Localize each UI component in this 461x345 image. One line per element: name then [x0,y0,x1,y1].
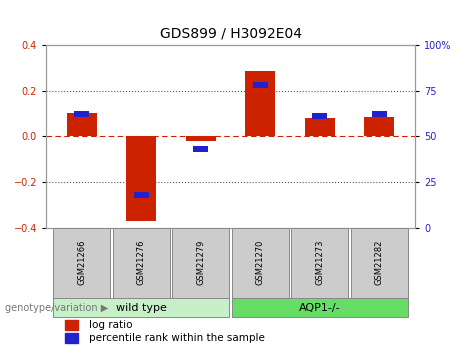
Text: GSM21273: GSM21273 [315,240,324,285]
Bar [67,114,97,136]
Bar [74,111,89,117]
Text: GSM21282: GSM21282 [375,240,384,285]
Bar [312,113,327,119]
Text: genotype/variation ▶: genotype/variation ▶ [5,303,108,313]
Bar [172,228,229,298]
Title: GDS899 / H3092E04: GDS899 / H3092E04 [160,27,301,41]
Bar [245,71,275,136]
Text: AQP1-/-: AQP1-/- [299,303,341,313]
Bar [232,228,289,298]
Bar [232,298,408,317]
Bar [65,333,78,343]
Bar [113,228,170,298]
Text: GSM21270: GSM21270 [256,240,265,285]
Text: wild type: wild type [116,303,167,313]
Bar [351,228,408,298]
Bar [134,192,149,198]
Bar [253,82,268,88]
Bar [53,228,110,298]
Bar [193,146,208,152]
Bar [305,118,335,136]
Bar [65,320,78,330]
Text: GSM21276: GSM21276 [137,240,146,285]
Bar [186,136,216,141]
Text: GSM21266: GSM21266 [77,240,86,285]
Text: GSM21279: GSM21279 [196,240,205,285]
Bar [291,228,348,298]
Bar [372,111,387,117]
Bar [53,298,229,317]
Text: log ratio: log ratio [89,320,132,330]
Text: percentile rank within the sample: percentile rank within the sample [89,333,265,343]
Bar [126,136,156,221]
Bar [364,117,394,136]
